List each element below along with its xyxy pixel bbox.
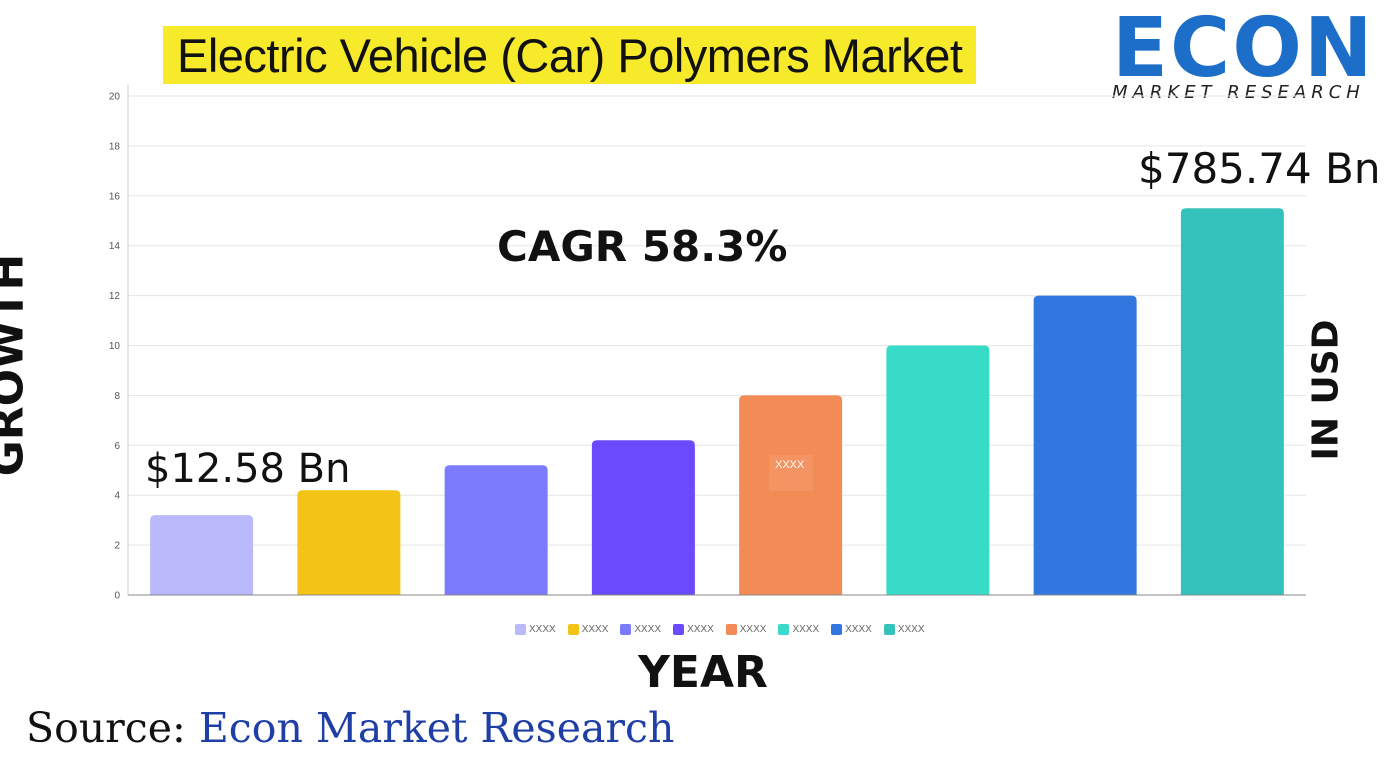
logo-word: ECON [1112,1,1375,96]
bar [150,515,254,595]
title-banner: Electric Vehicle (Car) Polymers Market [163,26,977,84]
bar [886,345,990,595]
legend-label: XXXX [845,624,872,635]
bar [1180,208,1284,595]
legend-label: XXXX [897,624,925,635]
x-axis-label: YEAR [638,647,768,698]
bar-tooltip-text: XXXX [775,459,805,471]
legend-item[interactable]: XXXX [883,624,925,635]
legend-swatch [778,624,790,635]
legend-label: XXXX [634,624,662,635]
y-tick-label: 12 [109,291,121,302]
legend-label: XXXX [792,624,820,635]
legend-item[interactable]: XXXX [567,624,609,635]
legend-item[interactable]: XXXX [620,624,661,635]
legend: XXXX XXXX XXXX XXXX XXXX XXXX XXXX XXXX [515,624,925,635]
legend-label: XXXX [581,624,609,635]
legend-item[interactable]: XXXX [673,624,714,635]
y-tick-label: 18 [109,141,121,152]
legend-swatch [831,624,843,635]
legend-item[interactable]: XXXX [831,624,872,635]
bar [297,490,401,595]
y-tick-label: 16 [109,191,121,202]
y-axis-label-text: GROWTH [0,253,34,477]
y-tick-label: 6 [114,441,120,452]
legend-label: XXXX [529,624,556,635]
bar [1033,295,1137,595]
cagr-label: CAGR 58.3% [497,222,788,271]
y-axis-right-label: IN USD [1305,319,1347,461]
legend-swatch [883,624,895,635]
legend-item[interactable]: XXXX [778,624,819,635]
legend-swatch [620,624,632,635]
bar [739,395,843,595]
chart-title: Electric Vehicle (Car) Polymers Market [177,28,963,82]
legend-swatch [673,624,685,635]
bar [591,440,695,595]
y-tick-labels: 0 2 4 6 8 10 12 14 16 18 20 [109,92,121,602]
bar [444,465,548,595]
source-line: Source: Econ Market Research [26,704,674,752]
source-prefix: Source: [26,704,186,752]
legend-label: XXXX [687,624,714,635]
y-tick-label: 8 [114,391,120,402]
econ-logo: ECON MARKET RESEARCH [1110,1,1375,106]
y-tick-label: 10 [109,341,121,352]
source-org: Econ Market Research [198,704,675,752]
legend-label: XXXX [739,624,767,635]
y-tick-label: 2 [114,541,120,552]
y-tick-label: 4 [114,491,120,502]
legend-swatch [567,624,579,635]
bars [150,208,1284,595]
logo-subtitle: MARKET RESEARCH [1112,82,1365,103]
legend-item[interactable]: XXXX [515,624,556,635]
y-tick-label: 20 [109,92,121,103]
start-value-label: $12.58 Bn [145,446,351,492]
legend-item[interactable]: XXXX [725,624,767,635]
legend-swatch [515,624,526,635]
y-tick-label: 14 [109,241,121,252]
legend-swatch [725,624,737,635]
y-tick-label: 0 [114,591,120,602]
end-value-label: $785.74 Bn [1138,144,1381,193]
bar-tooltip: XXXX [769,455,813,491]
